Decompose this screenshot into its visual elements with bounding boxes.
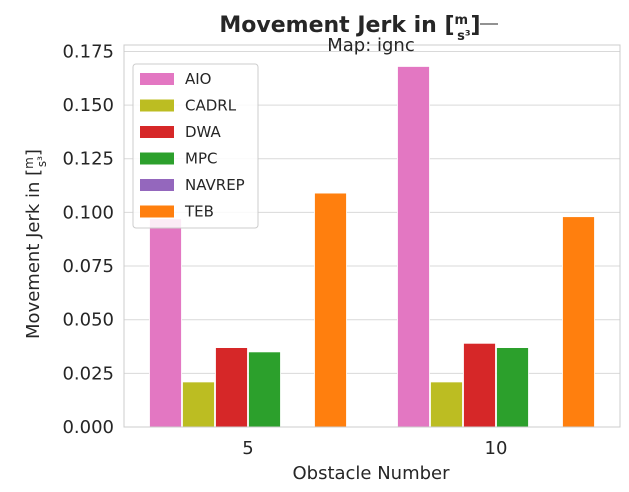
legend-label-dwa: DWA — [185, 123, 222, 141]
legend-swatch-navrep — [140, 179, 174, 191]
bar-cadrl-5 — [182, 381, 215, 428]
legend-swatch-teb — [140, 205, 174, 218]
y-tick-label: 0.175 — [62, 41, 114, 62]
bar-teb-10 — [562, 216, 595, 428]
bar-mpc-5 — [248, 351, 281, 428]
y-tick-label: 0.125 — [62, 149, 114, 170]
y-tick-labels: 0.000 0.025 0.050 0.075 0.100 0.125 0.150 0.175 — [62, 41, 114, 438]
y-tick-label: 0.075 — [62, 256, 114, 277]
legend-swatch-cadrl — [140, 99, 174, 112]
bar-dwa-5 — [215, 347, 248, 428]
legend-swatch-aio — [140, 73, 174, 85]
legend-label-mpc: MPC — [185, 150, 217, 168]
y-axis-label: Movement Jerk in [ms³] — [22, 149, 49, 339]
bar-aio-10 — [397, 66, 430, 428]
svg-text:Movement Jerk in [ms³]: Movement Jerk in [ms³] — [22, 149, 49, 339]
bar-dwa-10 — [463, 342, 496, 428]
chart-subtitle: Map: ignc — [327, 35, 415, 56]
bar-mpc-10 — [496, 347, 529, 428]
bar-aio-5 — [149, 218, 182, 428]
x-tick-labels: 5 10 — [242, 438, 507, 459]
y-tick-label: 0.100 — [62, 202, 114, 223]
legend-label-cadrl: CADRL — [185, 97, 237, 115]
legend-label-navrep: NAVREP — [185, 176, 245, 194]
x-tick-label: 10 — [485, 438, 508, 459]
plot-frame — [123, 44, 621, 428]
x-tick-label: 5 — [242, 438, 253, 459]
bar-teb-5 — [314, 192, 347, 428]
y-tick-label: 0.150 — [62, 95, 114, 116]
legend: AIO CADRL DWA MPC NAVREP TEB — [132, 63, 259, 229]
legend-label-aio: AIO — [185, 70, 212, 88]
bar-cadrl-10 — [430, 381, 463, 428]
legend-label-teb: TEB — [184, 203, 214, 221]
y-tick-label: 0.025 — [62, 363, 114, 384]
bars — [149, 66, 595, 428]
y-tick-label: 0.050 — [62, 310, 114, 331]
legend-swatch-mpc — [140, 152, 174, 165]
chart-title: Movement Jerk in [m s³] — [219, 13, 480, 44]
x-axis-label: Obstacle Number — [292, 463, 450, 484]
legend-swatch-dwa — [140, 126, 174, 138]
y-tick-label: 0.000 — [62, 417, 114, 438]
